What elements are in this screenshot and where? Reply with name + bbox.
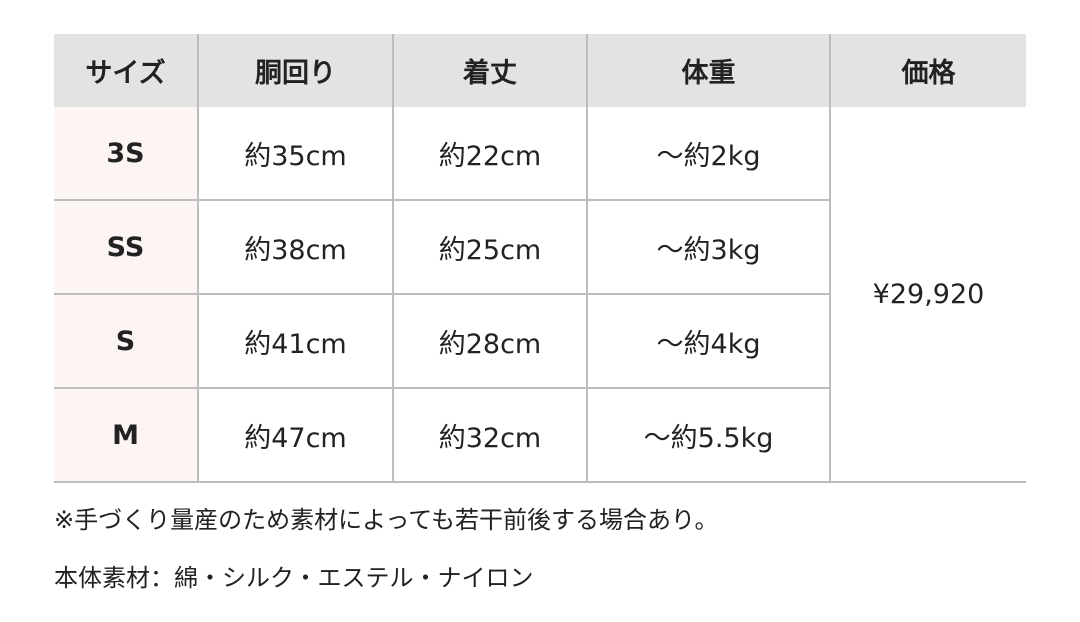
- table-row: 3S 約35cm 約22cm 〜約2kg ¥29,920: [54, 107, 1026, 483]
- length-cell: 約22cm: [392, 107, 588, 201]
- size-cell: M: [54, 388, 199, 483]
- material-note: 本体素材：綿・シルク・エステル・ナイロン: [54, 564, 534, 592]
- length-cell: 約25cm: [392, 200, 588, 295]
- weight-cell: 〜約5.5kg: [586, 388, 830, 483]
- waist-cell: 約35cm: [197, 107, 394, 201]
- size-cell: S: [54, 294, 199, 389]
- header-weight: 体重: [586, 34, 831, 107]
- waist-cell: 約41cm: [197, 294, 394, 389]
- weight-cell: 〜約3kg: [586, 200, 830, 295]
- header-waist: 胴回り: [197, 34, 394, 107]
- waist-cell: 約47cm: [197, 388, 394, 483]
- table-row: S 約41cm 約28cm 〜約4kg: [54, 294, 1026, 389]
- waist-cell: 約38cm: [197, 200, 394, 295]
- table-row: SS 約38cm 約25cm 〜約3kg: [54, 200, 1026, 295]
- price-cell: ¥29,920: [829, 107, 1026, 483]
- weight-cell: 〜約4kg: [586, 294, 830, 389]
- header-price: 価格: [829, 34, 1026, 107]
- handmade-note: ※手づくり量産のため素材によっても若干前後する場合あり。: [54, 506, 719, 534]
- header-size: サイズ: [54, 34, 199, 107]
- table-row: M 約47cm 約32cm 〜約5.5kg: [54, 388, 1026, 483]
- length-cell: 約32cm: [392, 388, 588, 483]
- header-row: サイズ 胴回り 着丈 体重 価格: [54, 34, 1026, 107]
- size-cell: 3S: [54, 107, 199, 201]
- weight-cell: 〜約2kg: [586, 107, 831, 201]
- length-cell: 約28cm: [392, 294, 588, 389]
- header-length: 着丈: [392, 34, 588, 107]
- size-cell: SS: [54, 200, 199, 295]
- size-table: サイズ 胴回り 着丈 体重 価格 3S 約35cm 約22cm 〜約2kg ¥2…: [54, 34, 1026, 483]
